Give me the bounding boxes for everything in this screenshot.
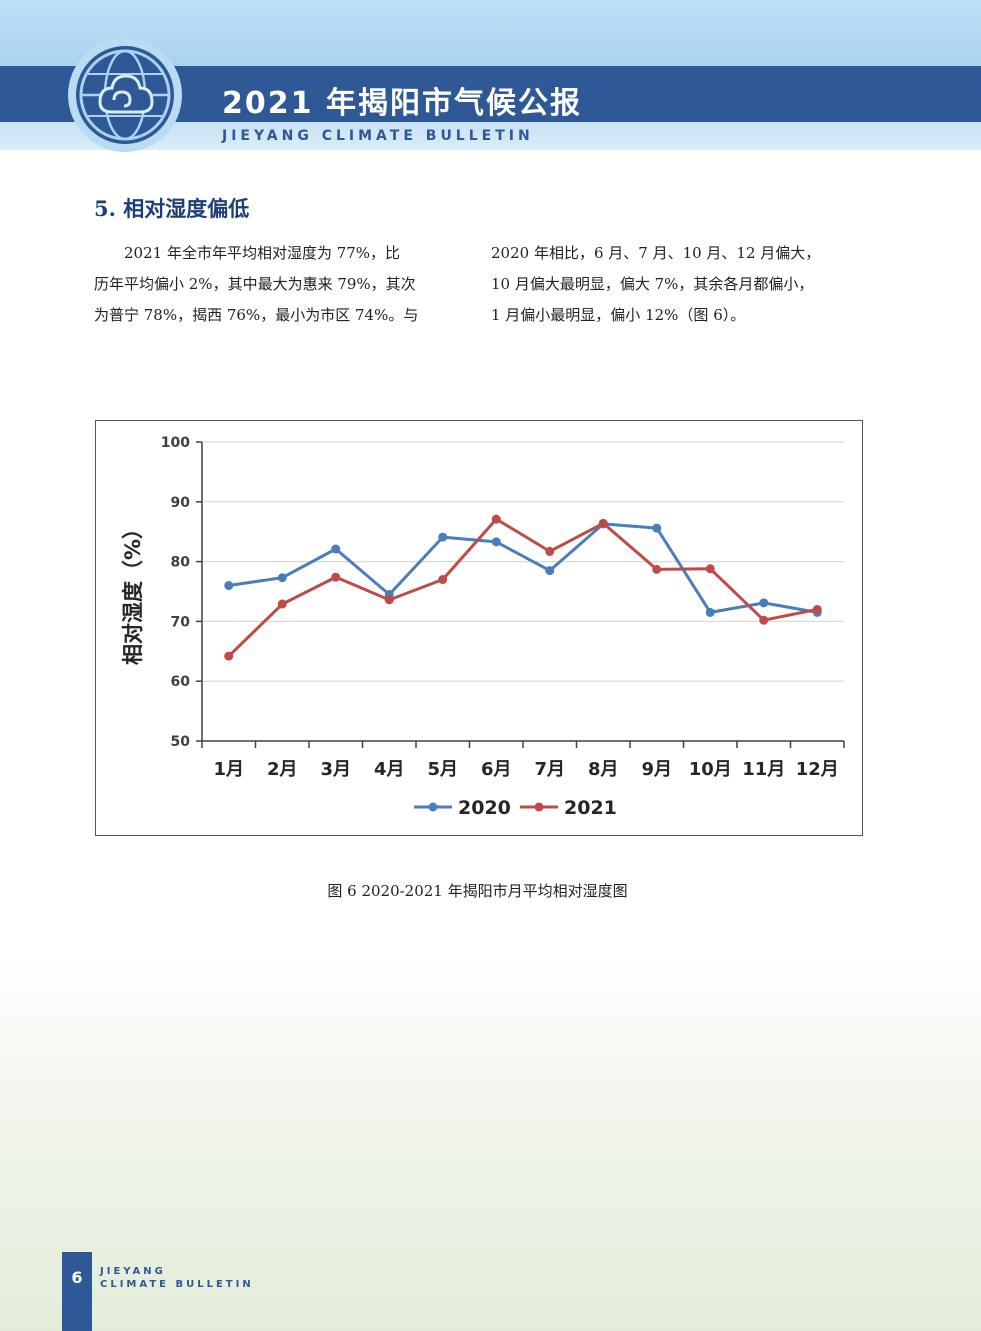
- data-point-2021: [545, 546, 555, 556]
- data-point-2020: [705, 607, 715, 617]
- body-text-right-column: 2020 年相比，6 月、7 月、10 月、12 月偏大， 10 月偏大最明显，…: [491, 238, 871, 331]
- figure-caption: 图 6 2020-2021 年揭阳市月平均相对湿度图: [327, 882, 628, 900]
- body-line: 1 月偏小最明显，偏小 12%（图 6）。: [491, 306, 746, 324]
- legend-marker-2020: [428, 802, 438, 812]
- x-tick-label: 5月: [427, 759, 458, 780]
- x-tick-label: 6月: [481, 759, 512, 780]
- x-tick-label: 12月: [796, 759, 839, 780]
- data-point-2021: [759, 615, 769, 625]
- x-tick-label: 4月: [374, 759, 405, 780]
- bulletin-title: 2021 年揭阳市气候公报: [222, 86, 582, 121]
- x-tick-label: 11月: [742, 759, 785, 780]
- data-point-2021: [331, 572, 341, 582]
- bulletin-title-english: JIEYANG CLIMATE BULLETIN: [222, 128, 534, 144]
- x-tick-label: 1月: [213, 759, 244, 780]
- data-point-2021: [491, 514, 501, 524]
- footer-line: JIEYANG: [100, 1266, 166, 1277]
- data-point-2020: [224, 581, 234, 591]
- y-tick-label: 50: [171, 734, 191, 750]
- y-tick-label: 90: [171, 495, 191, 511]
- series-line-2020: [228, 522, 818, 614]
- body-line: 历年平均偏小 2%，其中最大为惠来 79%，其次: [94, 275, 416, 293]
- y-tick-label: 70: [171, 614, 191, 630]
- data-point-2021: [384, 595, 394, 605]
- x-tick-label: 7月: [534, 759, 565, 780]
- data-point-2021: [812, 604, 822, 614]
- data-point-2021: [652, 564, 662, 574]
- data-point-2020: [545, 566, 555, 576]
- section-heading: 5. 相对湿度偏低: [94, 196, 250, 221]
- data-point-2021: [224, 651, 234, 661]
- footer-branding: JIEYANG CLIMATE BULLETIN: [100, 1265, 254, 1291]
- legend-label: 2021: [564, 797, 617, 819]
- footer-line: CLIMATE BULLETIN: [100, 1279, 254, 1290]
- y-tick-label: 60: [171, 674, 191, 690]
- x-tick-label: 8月: [588, 759, 619, 780]
- legend-label: 2020: [458, 797, 511, 819]
- data-point-2020: [759, 598, 769, 608]
- body-line: 为普宁 78%，揭西 76%，最小为市区 74%。与: [94, 306, 419, 324]
- body-line: 10 月偏大最明显，偏大 7%，其余各月都偏小，: [491, 275, 814, 293]
- data-point-2021: [277, 599, 287, 609]
- data-point-2020: [491, 537, 501, 547]
- humidity-chart: 50 60 70 80 90 100 1月 2月 3月 4月 5月 6月 7月 8月 9月 10月 11月 12月…: [95, 420, 863, 836]
- y-tick-label: 100: [161, 435, 190, 451]
- series-line-2021: [227, 517, 818, 658]
- meteorological-logo-icon: [68, 38, 182, 152]
- data-point-2021: [438, 575, 448, 585]
- y-axis-label: 相对湿度（%）: [121, 518, 145, 665]
- data-point-2020: [652, 523, 662, 533]
- data-point-2020: [438, 532, 448, 542]
- legend-marker-2021: [534, 802, 544, 812]
- x-tick-label: 3月: [320, 759, 351, 780]
- data-point-2021: [705, 564, 715, 574]
- body-line: 2021 年全市年平均相对湿度为 77%，比: [124, 244, 401, 262]
- y-tick-label: 80: [171, 555, 191, 571]
- x-tick-label: 2月: [267, 759, 298, 780]
- body-text-left-column: 2021 年全市年平均相对湿度为 77%，比 历年平均偏小 2%，其中最大为惠来…: [94, 238, 474, 331]
- data-point-2020: [277, 573, 287, 583]
- page-number-tab: [62, 1252, 92, 1331]
- humidity-line-chart: 50 60 70 80 90 100 1月 2月 3月 4月 5月 6月 7月 8月 9月 10月 11月 12月…: [121, 435, 845, 819]
- data-point-2020: [331, 544, 341, 554]
- x-tick-label: 10月: [689, 759, 732, 780]
- x-tick-label: 9月: [641, 759, 672, 780]
- page-number: 6: [71, 1268, 83, 1287]
- data-point-2021: [598, 518, 608, 528]
- body-line: 2020 年相比，6 月、7 月、10 月、12 月偏大，: [491, 244, 821, 262]
